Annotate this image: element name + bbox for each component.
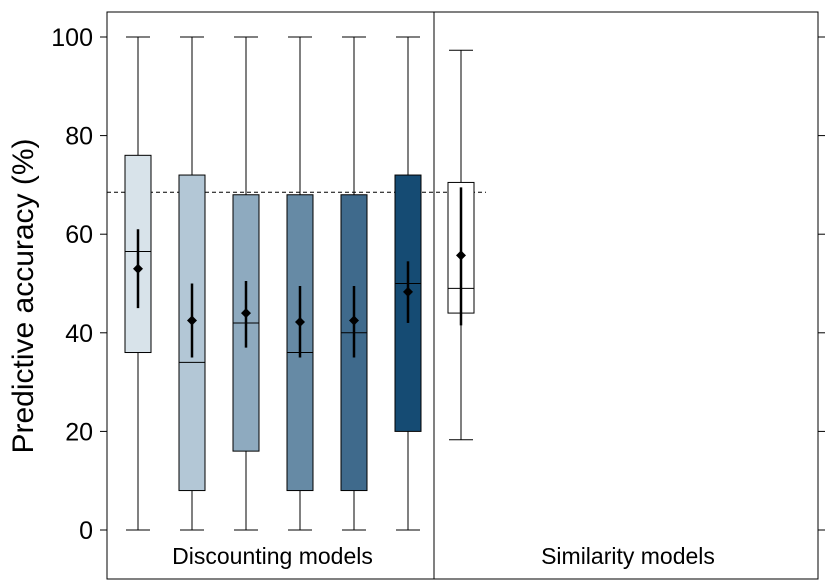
box-6 xyxy=(394,36,422,531)
panel-labels: Discounting models Similarity models xyxy=(172,543,715,569)
mean-marker xyxy=(295,316,305,327)
mean-marker xyxy=(456,250,466,261)
box-3 xyxy=(232,36,260,531)
mean-marker xyxy=(133,263,143,274)
mean-marker xyxy=(187,315,197,326)
y-axis-label: Predictive accuracy (%) xyxy=(7,138,40,453)
box-1 xyxy=(124,36,152,531)
box-2 xyxy=(178,36,206,531)
box-7 xyxy=(447,49,475,441)
y-tick-label: 0 xyxy=(79,517,93,545)
y-tick-label: 80 xyxy=(65,123,93,151)
mean-marker xyxy=(241,308,251,319)
y-tick-label: 20 xyxy=(65,418,93,446)
y-axis: 0 20 40 60 80 100 xyxy=(51,24,825,545)
y-tick-label: 100 xyxy=(51,24,93,52)
y-tick-label: 40 xyxy=(65,320,93,348)
box-4 xyxy=(286,36,314,531)
box-5 xyxy=(340,36,368,531)
boxes xyxy=(124,36,475,531)
y-tick-label: 60 xyxy=(65,221,93,249)
panel-label-1: Discounting models xyxy=(172,543,373,569)
mean-marker xyxy=(349,315,359,326)
panels xyxy=(106,11,819,580)
panel-label-2: Similarity models xyxy=(541,543,715,569)
mean-marker xyxy=(403,286,413,297)
plot-frame xyxy=(106,11,819,580)
